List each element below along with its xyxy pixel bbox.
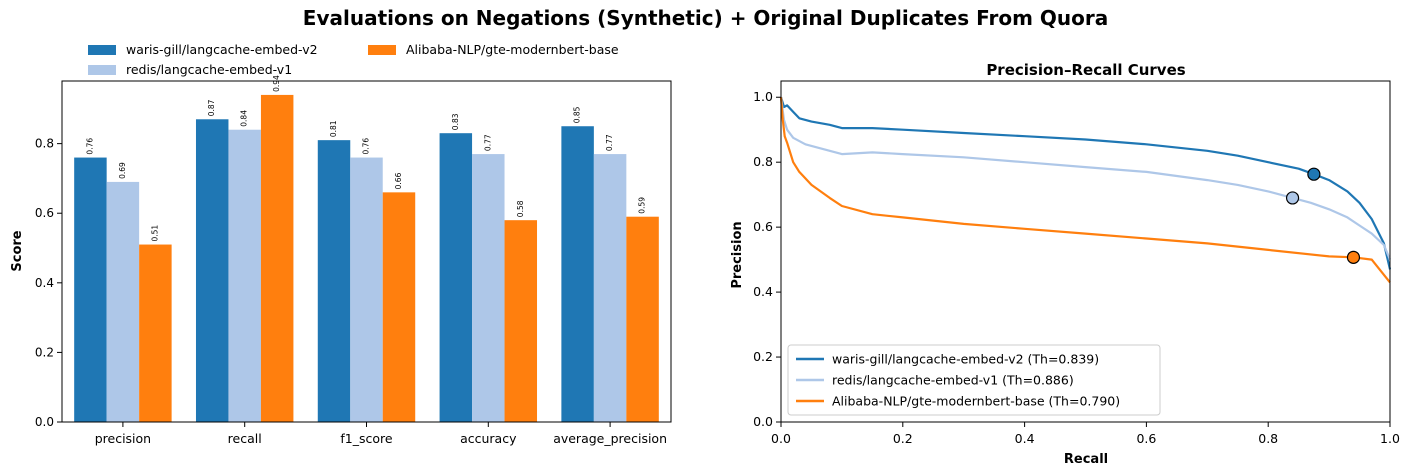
bar-x-tick-label: average_precision	[553, 431, 667, 446]
bar-y-tick-label: 0.2	[35, 345, 54, 359]
pr-y-tick-label: 0.6	[753, 219, 773, 234]
bar-value-label: 0.87	[207, 99, 216, 116]
legend-swatch-series-2	[88, 64, 116, 75]
pr-chart-legend: waris-gill/langcache-embed-v2 (Th=0.839)…	[787, 344, 1161, 416]
bar-y-tick-label: 0.4	[35, 276, 54, 290]
pr-y-tick-label: 0.2	[753, 349, 773, 364]
legend-label-series-1: waris-gill/langcache-embed-v2	[126, 42, 318, 57]
pr-y-tick-label: 0.0	[753, 414, 773, 429]
pr-threshold-marker-series-2	[1285, 191, 1300, 205]
bar-recall-series-3	[260, 94, 294, 422]
pr-threshold-marker-series-3	[1346, 250, 1361, 264]
bar-average_precision-series-1	[561, 126, 594, 423]
pr-x-tick-label: 0.4	[1015, 431, 1035, 446]
bar-value-label: 0.76	[362, 138, 371, 155]
legend-item-series-3: Alibaba-NLP/gte-modernbert-base	[368, 42, 619, 57]
bar-y-tick-label: 0.6	[35, 206, 54, 220]
bar-y-tick-label: 0.8	[35, 137, 54, 151]
bar-average_precision-series-2	[593, 154, 627, 423]
bar-value-label: 0.69	[118, 162, 127, 179]
pr-chart-title: Precision–Recall Curves	[986, 61, 1185, 79]
bar-accuracy-series-3	[504, 220, 538, 422]
pr-x-tick-label: 0.2	[893, 431, 913, 446]
figure-title: Evaluations on Negations (Synthetic) + O…	[302, 6, 1109, 30]
legend-item-series-2: redis/langcache-embed-v1	[88, 62, 292, 77]
bar-value-label: 0.77	[605, 134, 614, 151]
bar-chart-legend: waris-gill/langcache-embed-v2 redis/lang…	[88, 42, 688, 82]
pr-legend-label-series-2: redis/langcache-embed-v1 (Th=0.886)	[832, 373, 1074, 388]
pr-legend-label-series-1: waris-gill/langcache-embed-v2 (Th=0.839)	[832, 352, 1099, 367]
pr-x-tick-label: 0.8	[1258, 431, 1278, 446]
bar-x-tick-label: f1_score	[340, 431, 393, 446]
bar-value-label: 0.58	[516, 200, 525, 217]
pr-x-tick-label: 0.0	[771, 431, 791, 446]
bar-precision-series-2	[106, 181, 140, 422]
pr-y-tick-label: 1.0	[753, 89, 773, 104]
bar-value-label: 0.83	[451, 113, 460, 130]
pr-legend-box	[787, 344, 1161, 416]
bar-y-tick-label: 0.0	[35, 415, 54, 429]
legend-swatch-series-1	[88, 44, 116, 55]
pr-threshold-marker-series-1	[1307, 167, 1321, 181]
legend-label-series-2: redis/langcache-embed-v1	[126, 62, 293, 77]
bar-precision-series-3	[139, 244, 172, 422]
bar-value-label: 0.77	[483, 134, 492, 151]
bar-plot-frame	[61, 80, 672, 423]
legend-item-series-1: waris-gill/langcache-embed-v2	[88, 42, 318, 57]
bar-f1_score-series-3	[382, 192, 416, 422]
legend-swatch-series-3	[368, 44, 396, 55]
bar-value-label: 0.81	[329, 120, 338, 137]
pr-x-tick-label: 0.6	[1136, 431, 1156, 446]
pr-legend-label-series-3: Alibaba-NLP/gte-modernbert-base (Th=0.79…	[832, 394, 1120, 409]
bar-recall-series-2	[228, 129, 261, 422]
bar-accuracy-series-2	[472, 154, 505, 423]
bar-value-label: 0.76	[85, 138, 94, 155]
bar-value-label: 0.66	[394, 172, 403, 189]
bar-value-label: 0.59	[638, 197, 647, 214]
bar-x-tick-label: recall	[228, 431, 262, 446]
bar-value-label: 0.84	[240, 110, 249, 127]
bar-value-label: 0.85	[573, 106, 582, 123]
pr-curve-series-3	[779, 97, 1391, 284]
pr-y-tick-label: 0.4	[753, 284, 773, 299]
bar-x-tick-label: precision	[95, 431, 151, 446]
pr-x-tick-label: 1.0	[1380, 431, 1400, 446]
pr-y-axis-label: Precision	[730, 221, 745, 288]
bar-f1_score-series-1	[317, 140, 351, 422]
bar-y-axis-label: Score	[10, 230, 25, 271]
pr-curve-series-2	[779, 97, 1392, 261]
bar-average_precision-series-3	[626, 216, 659, 422]
pr-curve-series-1	[779, 96, 1392, 270]
bar-accuracy-series-1	[439, 133, 473, 422]
pr-y-tick-label: 0.8	[753, 154, 773, 169]
bar-recall-series-1	[195, 119, 229, 422]
legend-label-series-3: Alibaba-NLP/gte-modernbert-base	[406, 42, 619, 57]
bar-x-tick-label: accuracy	[460, 431, 517, 446]
pr-x-axis-label: Recall	[1064, 452, 1108, 467]
bar-precision-series-1	[74, 157, 107, 422]
bar-f1_score-series-2	[350, 157, 383, 422]
bar-value-label: 0.51	[150, 225, 159, 242]
pr-plot-frame	[780, 80, 1391, 423]
